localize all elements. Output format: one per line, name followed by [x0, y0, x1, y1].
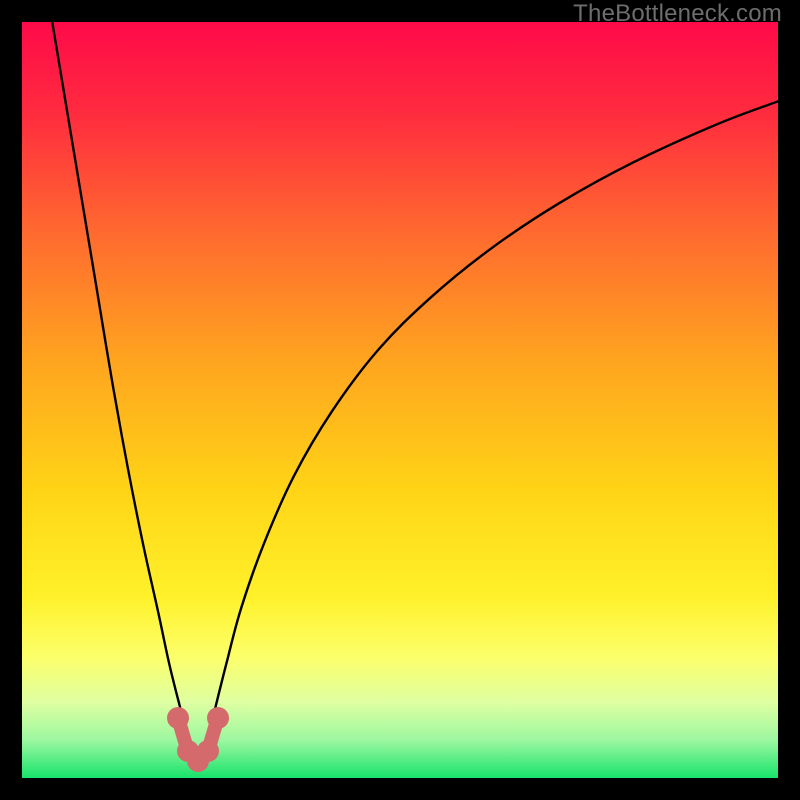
- minimum-marker: [167, 707, 189, 729]
- curve-right-branch: [215, 101, 778, 710]
- watermark-text: TheBottleneck.com: [573, 0, 782, 28]
- curve-layer: [22, 22, 778, 778]
- minimum-marker: [207, 707, 229, 729]
- minimum-marker: [197, 740, 219, 762]
- plot-area: [22, 22, 778, 778]
- curve-left-branch: [52, 22, 181, 710]
